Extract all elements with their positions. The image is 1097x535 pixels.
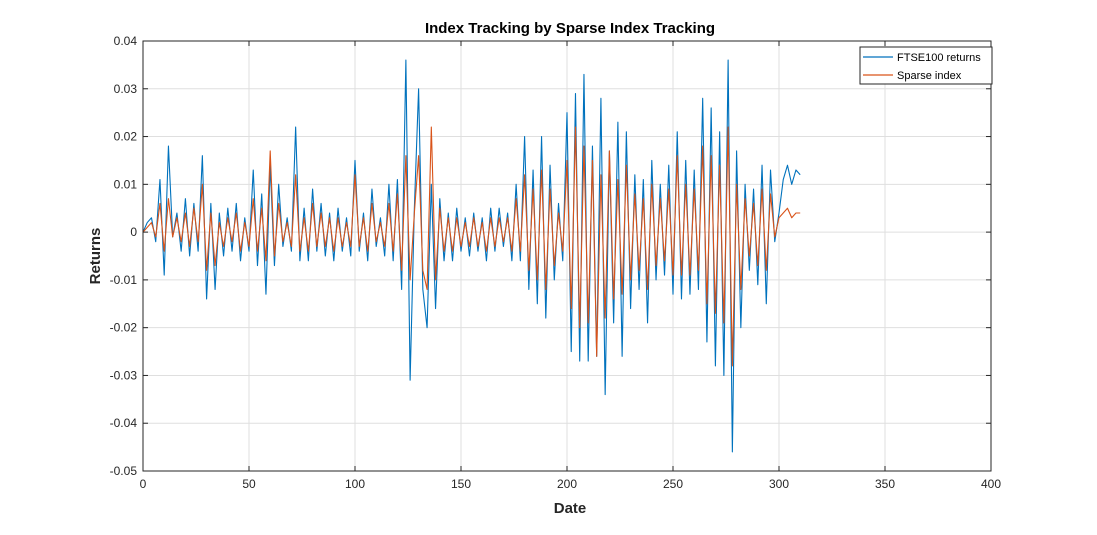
x-axis-label: Date bbox=[554, 500, 587, 517]
x-tick-label: 100 bbox=[345, 477, 365, 491]
x-tick-label: 200 bbox=[557, 477, 577, 491]
y-tick-label: -0.05 bbox=[110, 464, 138, 478]
y-tick-label: 0.04 bbox=[114, 34, 138, 48]
y-tick-label: -0.03 bbox=[110, 368, 138, 382]
y-tick-label: -0.02 bbox=[110, 321, 138, 335]
x-tick-label: 400 bbox=[981, 477, 1001, 491]
legend-box bbox=[859, 46, 993, 85]
x-tick-label: 250 bbox=[663, 477, 683, 491]
y-tick-label: 0.02 bbox=[114, 130, 138, 144]
ticks: 0 50 100 150 200 250 300 350 400 -0.05 -0.04 -0.03 -… bbox=[110, 34, 1002, 491]
x-tick-label: 0 bbox=[140, 477, 147, 491]
y-tick-label: 0.03 bbox=[114, 82, 138, 96]
legend-label-sparse-index: Sparse index bbox=[897, 70, 962, 82]
y-tick-label: 0.01 bbox=[114, 177, 138, 191]
y-tick-label: -0.01 bbox=[110, 273, 138, 287]
x-tick-label: 50 bbox=[242, 477, 256, 491]
legend: FTSE100 returns Sparse index bbox=[859, 46, 993, 85]
series-line-sparse-index bbox=[142, 126, 801, 367]
y-tick-label: 0 bbox=[130, 225, 137, 239]
chart-title: Index Tracking by Sparse Index Tracking bbox=[425, 20, 715, 37]
x-tick-label: 350 bbox=[875, 477, 895, 491]
legend-label-ftse100: FTSE100 returns bbox=[897, 52, 981, 64]
y-axis-label: Returns bbox=[87, 228, 104, 285]
x-tick-label: 150 bbox=[451, 477, 471, 491]
series-layer bbox=[142, 59, 801, 453]
y-tick-label: -0.04 bbox=[110, 416, 138, 430]
x-tick-label: 300 bbox=[769, 477, 789, 491]
